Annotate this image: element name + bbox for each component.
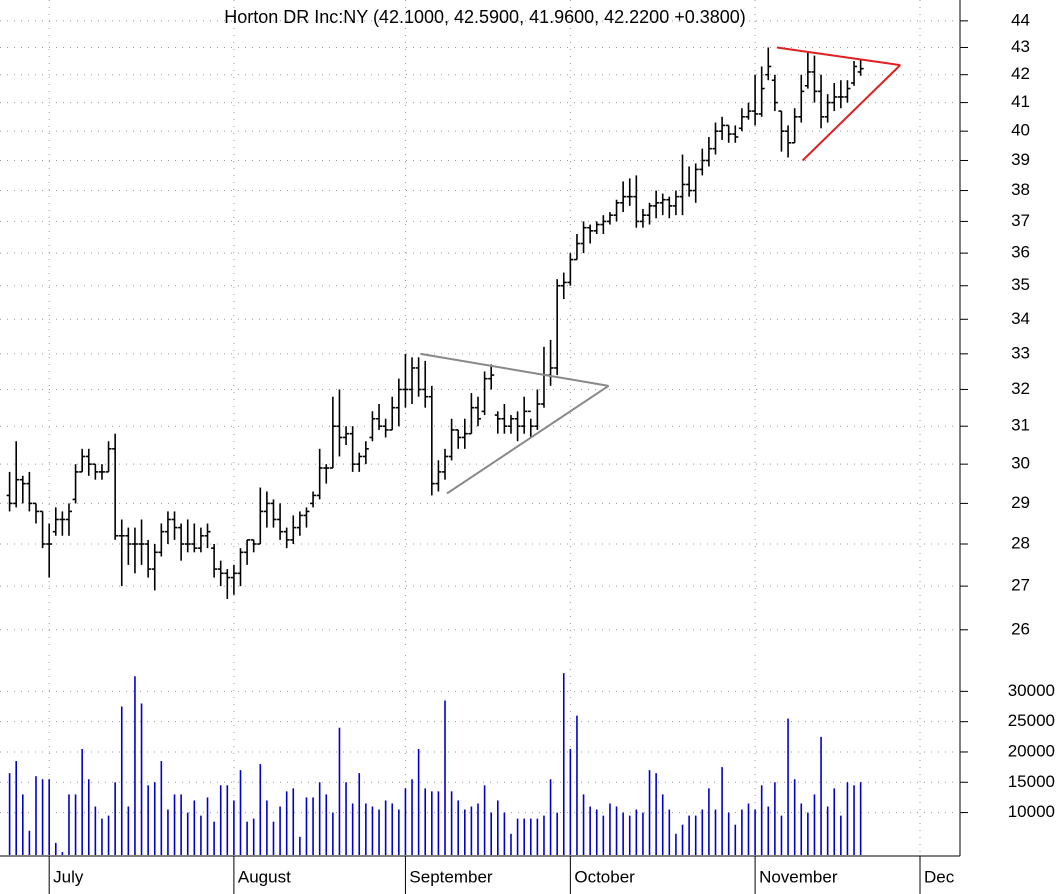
y-tick-label: 10000 [1008, 802, 1055, 821]
x-tick-label: Dec [924, 867, 955, 886]
y-tick-label: 15000 [1008, 772, 1055, 791]
y-tick-label: 29 [1011, 493, 1030, 512]
y-tick-label: 39 [1011, 150, 1030, 169]
y-tick-label: 33 [1011, 343, 1030, 362]
trendline [776, 46, 901, 67]
y-tick-label: 30 [1011, 454, 1030, 473]
x-tick-label: July [53, 867, 84, 886]
x-tick-label: November [759, 867, 838, 886]
y-tick-label: 40 [1011, 121, 1030, 140]
chart-title: Horton DR Inc:NY (42.1000, 42.5900, 41.9… [224, 7, 746, 27]
y-tick-label: 36 [1011, 243, 1030, 262]
y-tick-label: 43 [1011, 37, 1030, 56]
y-tick-label: 38 [1011, 180, 1030, 199]
y-tick-label: 37 [1011, 211, 1030, 230]
x-tick-label: August [238, 867, 291, 886]
x-tick-label: September [409, 867, 492, 886]
y-tick-label: 30000 [1008, 681, 1055, 700]
y-tick-label: 25000 [1008, 711, 1055, 730]
trendline [801, 64, 901, 162]
trendline [420, 352, 609, 387]
y-tick-label: 41 [1011, 92, 1030, 111]
y-tick-label: 31 [1011, 416, 1030, 435]
y-tick-label: 44 [1011, 10, 1030, 29]
x-tick-label: October [574, 867, 635, 886]
y-tick-label: 34 [1011, 309, 1030, 328]
y-tick-label: 28 [1011, 533, 1030, 552]
trendline [446, 385, 610, 495]
y-tick-label: 27 [1011, 576, 1030, 595]
y-tick-label: 42 [1011, 64, 1030, 83]
y-tick-label: 26 [1011, 619, 1030, 638]
y-tick-label: 35 [1011, 275, 1030, 294]
y-tick-label: 32 [1011, 379, 1030, 398]
y-tick-label: 20000 [1008, 741, 1055, 760]
